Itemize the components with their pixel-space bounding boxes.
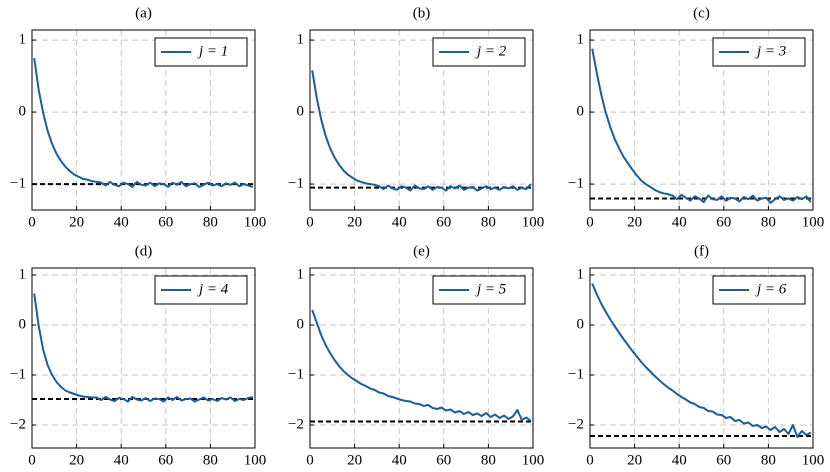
plot-area bbox=[590, 48, 813, 204]
legend-label: j = 6 bbox=[755, 281, 787, 297]
subplot: (b) 0 20 40 60 80 100 −1 0 1 j = 2 bbox=[288, 5, 544, 230]
axes-frame bbox=[589, 267, 814, 449]
y-tick-label: −1 bbox=[10, 176, 26, 192]
x-tick-label: 0 bbox=[586, 452, 594, 468]
legend-box bbox=[154, 37, 248, 67]
y-tick-label: 0 bbox=[297, 316, 305, 332]
y-tick-label: 0 bbox=[577, 104, 585, 120]
y-tick-label: 1 bbox=[19, 32, 27, 48]
subplot-title: (f) bbox=[694, 243, 709, 259]
x-tick-label: 20 bbox=[347, 214, 362, 230]
x-tick-label: 0 bbox=[586, 214, 594, 230]
y-tick-label: −1 bbox=[288, 176, 304, 192]
subplot-title: (a) bbox=[135, 5, 152, 21]
x-tick-label: 100 bbox=[244, 452, 267, 468]
x-tick-label: 80 bbox=[761, 214, 776, 230]
y-tick-label: 0 bbox=[19, 104, 27, 120]
x-tick-label: 60 bbox=[436, 452, 451, 468]
axes-frame bbox=[31, 267, 256, 449]
y-tick-label: 1 bbox=[297, 32, 305, 48]
data-line bbox=[311, 309, 532, 422]
x-tick-label: 40 bbox=[392, 214, 407, 230]
subplot-title: (c) bbox=[693, 5, 710, 21]
y-tick-label: −2 bbox=[10, 416, 26, 432]
subplot: (c) 0 20 40 60 80 100 −1 0 1 j = 3 bbox=[568, 5, 824, 230]
x-tick-label: 100 bbox=[802, 452, 825, 468]
axes-frame bbox=[309, 29, 534, 211]
x-tick-label: 0 bbox=[28, 214, 36, 230]
x-tick-label: 60 bbox=[158, 452, 173, 468]
legend-label: j = 5 bbox=[475, 281, 507, 297]
y-tick-label: 1 bbox=[577, 266, 585, 282]
x-tick-label: 60 bbox=[436, 214, 451, 230]
data-line bbox=[311, 70, 532, 192]
data-line bbox=[591, 48, 812, 204]
x-tick-label: 60 bbox=[716, 214, 731, 230]
axes-frame bbox=[31, 29, 256, 211]
data-line bbox=[591, 283, 812, 438]
y-tick-label: 0 bbox=[297, 104, 305, 120]
x-tick-label: 20 bbox=[347, 452, 362, 468]
legend-label: j = 1 bbox=[197, 43, 228, 59]
y-tick-label: −1 bbox=[568, 366, 584, 382]
subplot: (d) 0 20 40 60 80 100 −2 −1 0 1 j = 4 bbox=[10, 243, 266, 468]
y-tick-label: −1 bbox=[568, 176, 584, 192]
subplot-title: (b) bbox=[413, 5, 431, 21]
axes-frame bbox=[589, 29, 814, 211]
x-tick-label: 80 bbox=[203, 452, 218, 468]
x-tick-label: 100 bbox=[522, 452, 545, 468]
subplot: (f) 0 20 40 60 80 100 −2 −1 0 1 j = 6 bbox=[568, 243, 824, 468]
x-tick-label: 0 bbox=[306, 452, 314, 468]
y-tick-label: −1 bbox=[288, 366, 304, 382]
legend-label: j = 2 bbox=[475, 43, 507, 59]
x-tick-label: 60 bbox=[716, 452, 731, 468]
plot-area bbox=[310, 309, 533, 423]
y-tick-label: 0 bbox=[577, 316, 585, 332]
subplot-title: (d) bbox=[135, 243, 153, 259]
x-tick-label: 60 bbox=[158, 214, 173, 230]
y-tick-label: −1 bbox=[10, 366, 26, 382]
x-tick-label: 20 bbox=[69, 452, 84, 468]
x-tick-label: 40 bbox=[114, 214, 129, 230]
y-tick-label: 1 bbox=[297, 266, 305, 282]
x-tick-label: 100 bbox=[522, 214, 545, 230]
plot-area bbox=[310, 70, 533, 192]
subplot: (a) 0 20 40 60 80 100 −1 0 1 j = 1 bbox=[10, 5, 266, 230]
y-tick-label: 1 bbox=[577, 32, 585, 48]
x-tick-label: 40 bbox=[672, 452, 687, 468]
axes-frame bbox=[309, 267, 534, 449]
data-line bbox=[33, 293, 253, 403]
x-tick-label: 20 bbox=[627, 452, 642, 468]
x-tick-label: 0 bbox=[28, 452, 36, 468]
x-tick-label: 20 bbox=[627, 214, 642, 230]
legend-label: j = 3 bbox=[755, 43, 786, 59]
y-tick-label: −2 bbox=[288, 416, 304, 432]
x-tick-label: 80 bbox=[481, 452, 496, 468]
x-tick-label: 100 bbox=[244, 214, 267, 230]
x-tick-label: 20 bbox=[69, 214, 84, 230]
x-tick-label: 100 bbox=[802, 214, 825, 230]
plot-area bbox=[32, 293, 255, 403]
x-tick-label: 40 bbox=[114, 452, 129, 468]
x-tick-label: 80 bbox=[761, 452, 776, 468]
subplot-title: (e) bbox=[413, 243, 430, 259]
plot-area bbox=[590, 283, 813, 438]
subplot: (e) 0 20 40 60 80 100 −2 −1 0 1 j = 5 bbox=[288, 243, 544, 468]
y-tick-label: 0 bbox=[19, 316, 27, 332]
x-tick-label: 40 bbox=[392, 452, 407, 468]
x-tick-label: 80 bbox=[481, 214, 496, 230]
y-tick-label: 1 bbox=[19, 266, 27, 282]
y-tick-label: −2 bbox=[568, 416, 584, 432]
x-tick-label: 80 bbox=[203, 214, 218, 230]
x-tick-label: 40 bbox=[672, 214, 687, 230]
x-tick-label: 0 bbox=[306, 214, 314, 230]
legend-label: j = 4 bbox=[197, 281, 229, 297]
plot-area bbox=[32, 57, 255, 188]
data-line bbox=[33, 57, 254, 188]
